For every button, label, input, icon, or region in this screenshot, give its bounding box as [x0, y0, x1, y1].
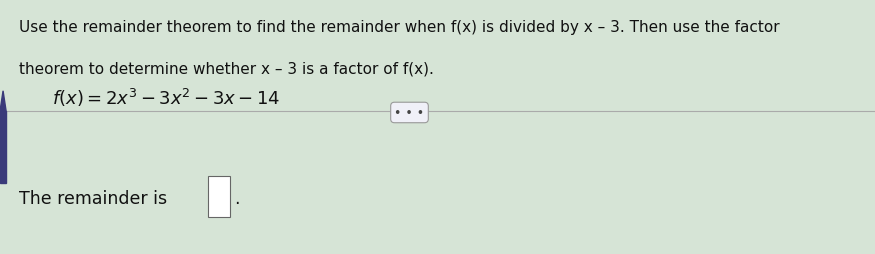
- Bar: [0, 112, 6, 183]
- Text: .: .: [234, 189, 239, 207]
- Text: The remainder is: The remainder is: [19, 189, 167, 207]
- FancyBboxPatch shape: [208, 177, 230, 217]
- Text: Use the remainder theorem to find the remainder when f(x) is divided by x – 3. T: Use the remainder theorem to find the re…: [19, 20, 780, 35]
- Polygon shape: [0, 91, 6, 112]
- Text: • • •: • • •: [395, 107, 424, 119]
- Text: theorem to determine whether x – 3 is a factor of f(x).: theorem to determine whether x – 3 is a …: [19, 61, 434, 76]
- Text: $f(x) = 2x^3 - 3x^2 - 3x - 14$: $f(x) = 2x^3 - 3x^2 - 3x - 14$: [52, 87, 281, 109]
